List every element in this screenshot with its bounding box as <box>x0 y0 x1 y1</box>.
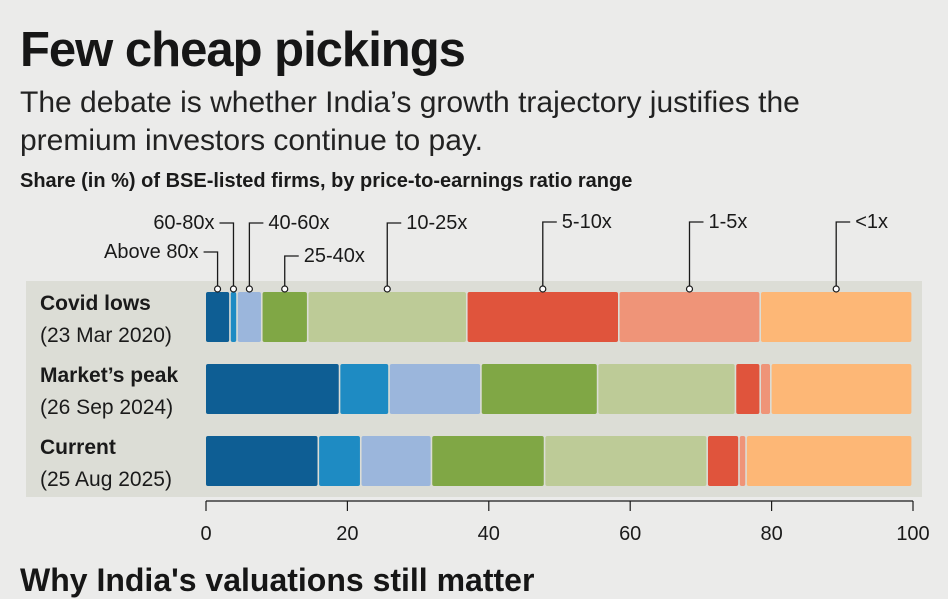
chart-description: Share (in %) of BSE-listed firms, by pri… <box>20 170 633 192</box>
annotation-60-80x: 60-80x <box>153 212 238 293</box>
bar-segment-1-5x <box>761 364 771 414</box>
chart-page: Few cheap pickings The debate is whether… <box>20 23 930 598</box>
row-label-name: Covid lows <box>40 292 151 315</box>
next-chart-teaser: Why India's valuations still matter <box>20 562 535 598</box>
segment-label: 5-10x <box>562 211 612 233</box>
leader-dot <box>213 285 222 293</box>
annotation-10-25x: 10-25x <box>383 212 467 293</box>
stacked-bar-chart: Covid lows (23 Mar 2020) Market’s peak (26 … <box>26 211 930 545</box>
bar-segment-10-25x <box>545 436 707 486</box>
leader-line <box>203 251 219 289</box>
segment-label: 40-60x <box>268 212 329 234</box>
segment-label: 1-5x <box>708 211 747 233</box>
x-tick-label: 40 <box>478 523 500 545</box>
leader-line <box>248 222 264 289</box>
chart-title: Few cheap pickings <box>20 23 466 77</box>
bar-segment-1-5x <box>739 436 746 486</box>
annotation-25-40x: 25-40x <box>281 245 365 293</box>
bar-segment-5-10x <box>467 292 618 342</box>
annotation-5-10x: 5-10x <box>539 211 612 293</box>
x-axis: 0 20 40 60 80 100 <box>200 500 930 545</box>
leader-dot <box>245 285 253 293</box>
row-label-date: (25 Aug 2025) <box>40 468 172 491</box>
segment-label: Above 80x <box>104 241 199 263</box>
row-label-date: (26 Sep 2024) <box>40 396 173 419</box>
leader-dot <box>832 285 840 293</box>
leader-line <box>542 221 557 289</box>
segment-annotations: Above 80x 60-80x 40-60x 25-40x 10-25x 5-10x 1-… <box>104 211 888 293</box>
annotation-above-80x: Above 80x <box>104 241 222 293</box>
segment-label: 25-40x <box>304 245 365 267</box>
row-label-name: Market’s peak <box>40 364 178 387</box>
leader-line <box>386 222 402 289</box>
bar-segment-10-25x <box>598 364 735 414</box>
bar-segment-25-40x <box>481 364 597 414</box>
annotation-lt1x: <1x <box>832 211 888 293</box>
bar-segment-above-80x <box>206 292 230 342</box>
bar-segment-above-80x <box>206 436 318 486</box>
leader-dot <box>383 285 391 293</box>
annotation-1-5x: 1-5x <box>685 211 747 293</box>
leader-dot <box>685 285 694 293</box>
segment-label: 60-80x <box>153 212 214 234</box>
bar-segment-25-40x <box>262 292 307 342</box>
bar-segment-lt1x <box>771 364 912 414</box>
x-tick-label: 100 <box>896 523 929 545</box>
chart-subtitle: The debate is whether India’s growth tra… <box>20 86 800 157</box>
segment-label: 10-25x <box>406 212 467 234</box>
bar-segment-1-5x <box>619 292 760 342</box>
bar-segment-40-60x <box>361 436 431 486</box>
bar-segment-60-80x <box>319 436 360 486</box>
x-tick-label: 60 <box>619 523 641 545</box>
leader-line <box>219 222 235 289</box>
bars-layer <box>206 292 912 486</box>
leader-dot <box>229 285 238 293</box>
bar-segment-40-60x <box>389 364 481 414</box>
bar-segment-40-60x <box>237 292 261 342</box>
bar-segment-10-25x <box>308 292 466 342</box>
segment-label: <1x <box>855 211 888 233</box>
leader-dot <box>281 285 289 293</box>
row-label-date: (23 Mar 2020) <box>40 324 172 347</box>
bar-segment-lt1x <box>746 436 912 486</box>
leader-line <box>688 221 704 289</box>
row-label-name: Current <box>40 436 116 459</box>
bar-segment-5-10x <box>736 364 760 414</box>
x-tick-label: 20 <box>336 523 358 545</box>
bar-segment-25-40x <box>432 436 544 486</box>
x-tick-label: 80 <box>760 523 782 545</box>
x-tick-label: 0 <box>200 523 211 545</box>
bar-segment-above-80x <box>206 364 339 414</box>
bar-segment-5-10x <box>707 436 739 486</box>
bar-segment-lt1x <box>761 292 912 342</box>
leader-dot <box>539 285 547 293</box>
bar-segment-60-80x <box>340 364 389 414</box>
annotation-40-60x: 40-60x <box>245 212 330 293</box>
bar-segment-60-80x <box>230 292 237 342</box>
leader-line <box>284 255 299 289</box>
leader-line <box>835 221 851 289</box>
